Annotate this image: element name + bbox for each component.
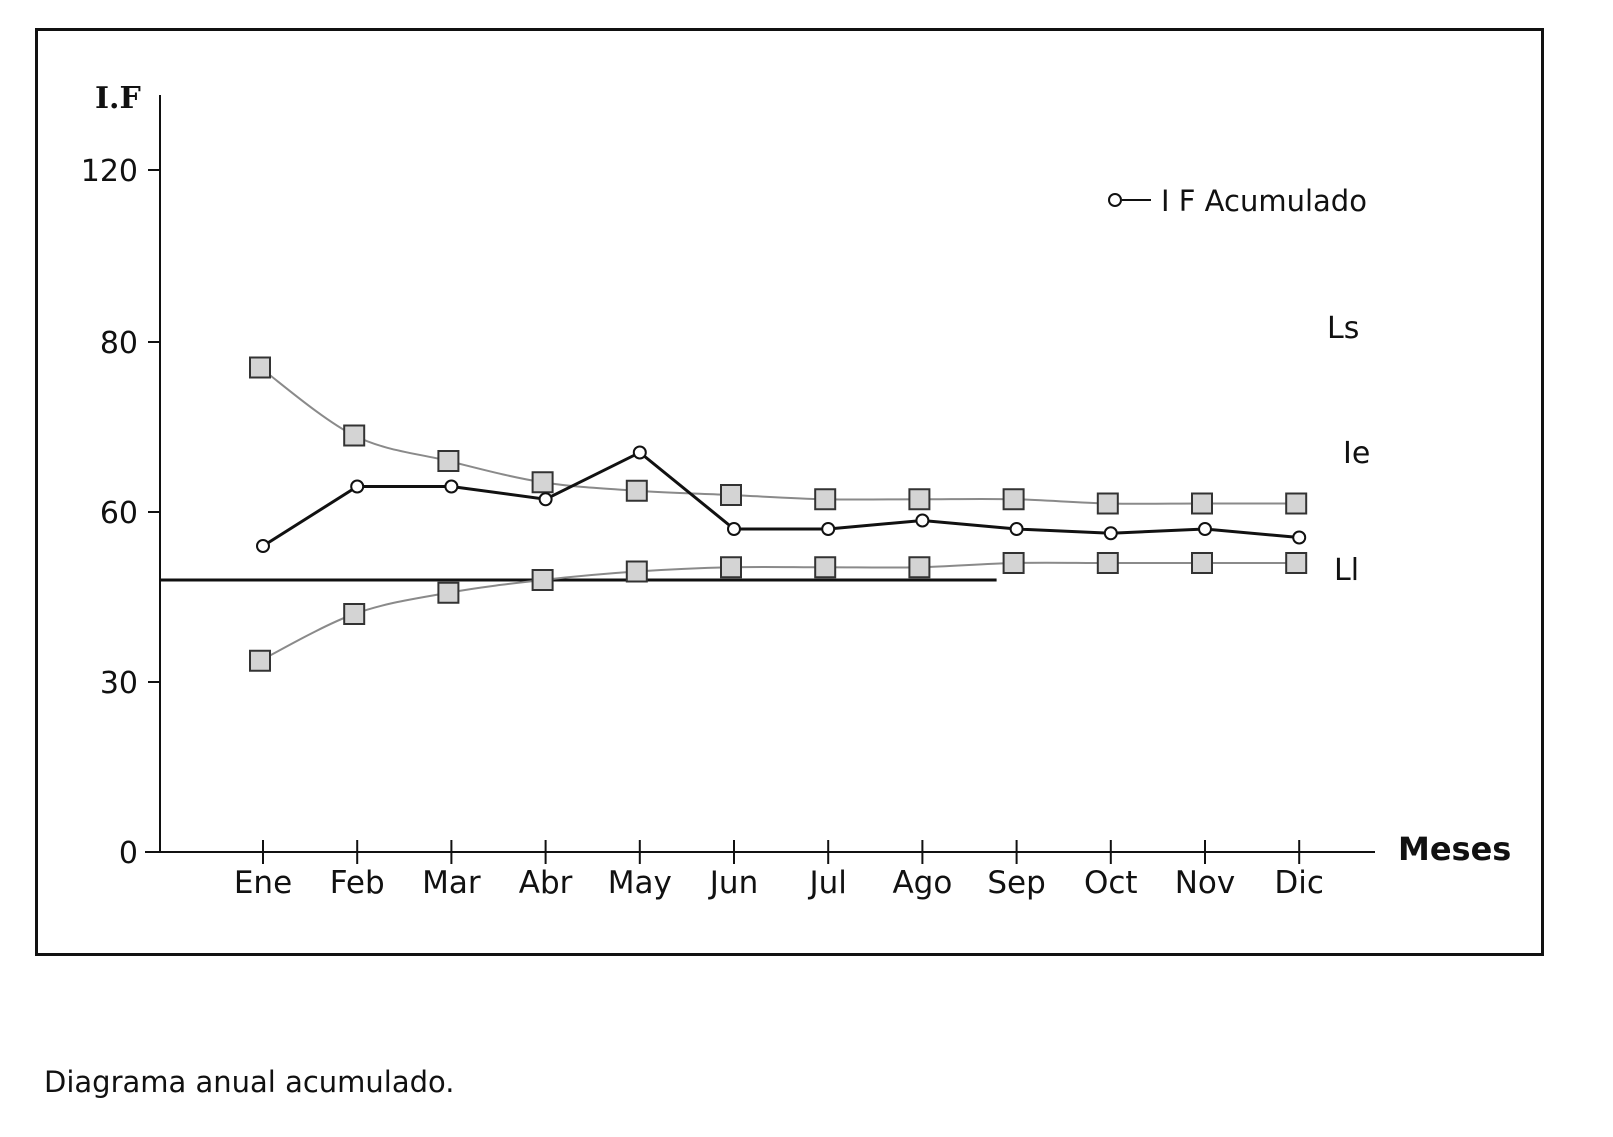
data-point-square — [531, 471, 554, 494]
labels-layer: I.F Meses Ls Ie Ll I F Acumulado — [95, 81, 1511, 868]
series-i-f-acumulado — [256, 445, 1307, 553]
line-label-ie: Ie — [1343, 436, 1370, 471]
y-tick-label: 60 — [100, 496, 138, 531]
y-tick-label: 120 — [81, 154, 138, 189]
data-point-square — [720, 556, 742, 579]
series-ls — [249, 356, 1308, 515]
data-point-square — [1285, 492, 1308, 515]
data-point-square — [625, 560, 648, 583]
data-point-square — [1002, 552, 1025, 574]
x-tick-label: Ene — [234, 865, 292, 901]
y-tick-label: 80 — [100, 326, 138, 361]
data-point-circle — [350, 479, 365, 494]
data-point-square — [437, 450, 460, 472]
x-tick-label: Abr — [519, 865, 573, 901]
x-tick-label: Dic — [1274, 865, 1324, 901]
legend: I F Acumulado — [1108, 184, 1367, 218]
data-point-circle — [727, 522, 741, 536]
data-point-square — [814, 556, 837, 579]
data-point-square — [908, 488, 931, 511]
series-line — [259, 561, 1297, 662]
data-point-circle — [1103, 526, 1118, 541]
x-axis-label: Meses — [1398, 830, 1511, 868]
legend-marker-icon — [1108, 193, 1122, 207]
data-point-circle — [1009, 522, 1024, 536]
x-tick-label: Jul — [807, 865, 846, 901]
data-point-square — [720, 484, 742, 506]
y-tick-label: 0 — [119, 836, 138, 871]
data-point-square — [625, 479, 648, 502]
x-tick-label: Mar — [422, 865, 481, 901]
axes: 0 30 60 80 120 Ene Feb Mar Abr May Jun Jul Ago Sep Oct… — [81, 95, 1375, 901]
data-point-square — [437, 581, 460, 604]
x-tick-label: Ago — [892, 865, 952, 901]
data-point-square — [1191, 552, 1213, 574]
data-point-square — [249, 649, 271, 672]
data-point-circle — [1198, 522, 1212, 536]
x-tick-label: Nov — [1175, 865, 1236, 901]
data-point-circle — [632, 445, 647, 460]
data-point-square — [1285, 552, 1308, 574]
series-ll — [249, 552, 1308, 672]
line-label-ls: Ls — [1327, 311, 1359, 346]
series-line — [262, 450, 1300, 548]
line-label-ll: Ll — [1334, 553, 1359, 588]
data-point-circle — [1292, 530, 1307, 545]
data-point-circle — [821, 522, 836, 536]
data-point-square — [1096, 492, 1119, 515]
series-layer — [249, 356, 1308, 672]
x-tick-label: Sep — [987, 865, 1045, 901]
data-point-square — [343, 603, 366, 625]
data-point-square — [343, 424, 366, 447]
x-tick-label: May — [608, 865, 672, 901]
figure-caption: Diagrama anual acumulado. — [44, 1065, 455, 1099]
figure-frame — [35, 28, 1544, 956]
y-axis-label: I.F — [95, 81, 141, 116]
data-point-square — [908, 556, 931, 579]
data-point-square — [249, 356, 271, 379]
x-tick-label: Oct — [1084, 865, 1138, 901]
data-point-circle — [915, 513, 930, 528]
data-point-circle — [444, 479, 459, 494]
data-point-circle — [538, 492, 553, 507]
x-tick-label: Feb — [330, 865, 385, 901]
data-point-square — [1096, 552, 1119, 574]
series-line — [259, 366, 1297, 505]
data-point-square — [531, 569, 554, 591]
legend-label: I F Acumulado — [1161, 184, 1367, 218]
data-point-square — [1002, 488, 1025, 511]
data-point-circle — [256, 539, 270, 553]
y-tick-label: 30 — [100, 666, 138, 701]
data-point-square — [1191, 492, 1213, 515]
x-tick-label: Jun — [708, 865, 758, 901]
data-point-square — [814, 488, 837, 511]
